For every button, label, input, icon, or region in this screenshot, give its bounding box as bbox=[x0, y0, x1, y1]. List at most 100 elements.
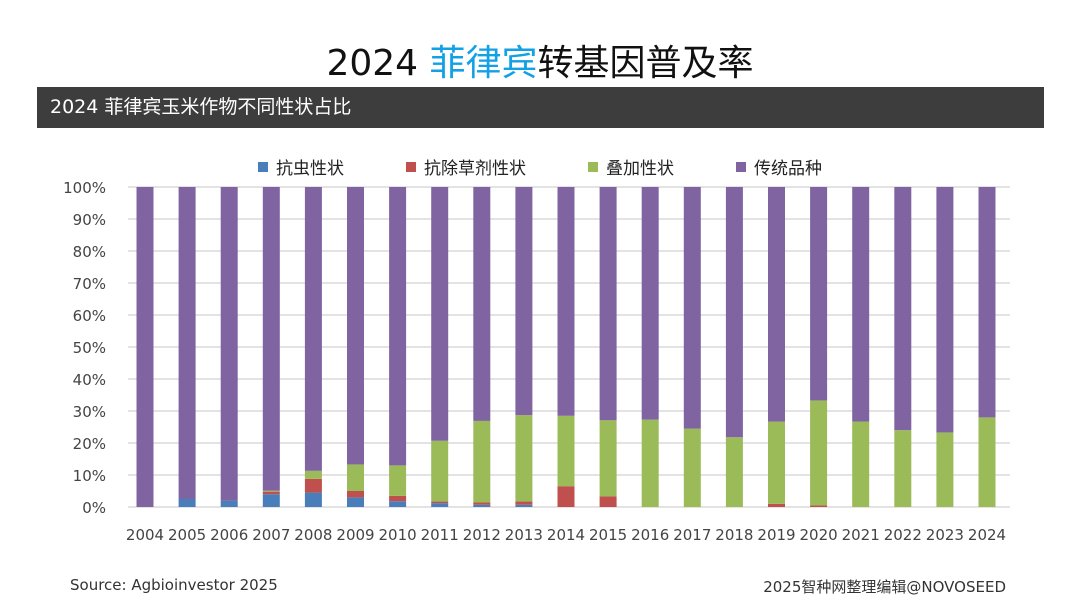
bar-segment bbox=[431, 187, 449, 441]
bar-segment bbox=[389, 495, 407, 502]
bar-segment bbox=[852, 187, 870, 422]
y-tick-label: 50% bbox=[73, 339, 106, 357]
bar-segment bbox=[178, 499, 196, 507]
bar-segment bbox=[599, 420, 617, 497]
bar-segment bbox=[304, 478, 322, 493]
x-tick-label: 2020 bbox=[800, 526, 838, 544]
legend-label: 抗虫性状 bbox=[276, 159, 344, 179]
y-tick-label: 100% bbox=[63, 179, 106, 197]
bar-segment bbox=[515, 501, 533, 505]
bar-segment bbox=[894, 187, 912, 431]
bar-segment bbox=[136, 187, 154, 507]
bar-segment bbox=[431, 503, 449, 507]
bar-segment bbox=[515, 504, 533, 507]
legend-item: 传统品种 bbox=[736, 154, 822, 179]
bar-segment bbox=[473, 187, 491, 421]
bar-segment bbox=[262, 491, 280, 495]
bar-segment bbox=[262, 187, 280, 491]
bar-segment bbox=[473, 420, 491, 503]
x-tick-label: 2018 bbox=[715, 526, 753, 544]
bar-segment bbox=[389, 501, 407, 507]
x-tick-label: 2011 bbox=[421, 526, 459, 544]
legend: 抗虫性状 抗除草剂性状 叠加性状 传统品种 bbox=[0, 154, 1080, 179]
bar-segment bbox=[683, 187, 701, 429]
x-tick-label: 2024 bbox=[968, 526, 1006, 544]
bar-segment bbox=[557, 187, 575, 416]
bar-segment bbox=[262, 490, 280, 492]
title-country: 菲律宾 bbox=[429, 43, 538, 84]
bar-segment bbox=[978, 417, 996, 507]
legend-swatch bbox=[736, 161, 746, 172]
y-tick-label: 90% bbox=[73, 211, 106, 229]
credit-note: 2025智种网整理编辑@NOVOSEED bbox=[763, 578, 1006, 596]
bar-segment bbox=[557, 415, 575, 487]
x-tick-label: 2016 bbox=[631, 526, 669, 544]
y-tick-label: 0% bbox=[82, 499, 106, 517]
bar-segment bbox=[178, 187, 196, 499]
bar-segment bbox=[304, 187, 322, 471]
x-tick-label: 2009 bbox=[336, 526, 374, 544]
bar-segment bbox=[304, 470, 322, 479]
y-tick-label: 20% bbox=[73, 435, 106, 453]
bar-segment bbox=[347, 464, 364, 491]
x-tick-label: 2004 bbox=[126, 526, 164, 544]
bar-segment bbox=[725, 437, 743, 507]
bar-segment bbox=[936, 187, 954, 433]
legend-item: 抗除草剂性状 bbox=[406, 154, 526, 179]
bar-segment bbox=[599, 496, 617, 507]
bar-segment bbox=[852, 421, 870, 507]
bar-segment bbox=[641, 187, 659, 420]
legend-label: 传统品种 bbox=[754, 159, 822, 179]
x-tick-label: 2017 bbox=[673, 526, 711, 544]
x-tick-label: 2021 bbox=[842, 526, 880, 544]
bar-segment bbox=[557, 486, 575, 507]
bar-segment bbox=[978, 187, 996, 418]
bar-segment bbox=[894, 430, 912, 507]
x-tick-label: 2012 bbox=[463, 526, 501, 544]
bar-segment bbox=[473, 502, 491, 505]
x-tick-label: 2010 bbox=[379, 526, 417, 544]
bar-segment bbox=[768, 421, 785, 504]
title-year: 2024 bbox=[326, 43, 430, 84]
page-title: 2024 菲律宾转基因普及率 bbox=[0, 34, 1080, 86]
legend-label: 叠加性状 bbox=[606, 159, 674, 179]
x-tick-label: 2014 bbox=[547, 526, 585, 544]
bar-segment bbox=[431, 440, 449, 502]
bar-segment bbox=[347, 187, 364, 465]
bar-segment bbox=[220, 187, 238, 501]
y-tick-label: 70% bbox=[73, 275, 106, 293]
bar-segment bbox=[515, 187, 533, 416]
x-tick-label: 2019 bbox=[757, 526, 795, 544]
x-tick-label: 2022 bbox=[884, 526, 922, 544]
legend-swatch bbox=[406, 161, 416, 172]
bar-segment bbox=[936, 432, 954, 507]
y-tick-label: 40% bbox=[73, 371, 106, 389]
bar-segment bbox=[683, 428, 701, 507]
x-tick-label: 2005 bbox=[168, 526, 206, 544]
legend-label: 抗除草剂性状 bbox=[424, 159, 526, 179]
bar-segment bbox=[389, 465, 407, 496]
x-tick-label: 2006 bbox=[210, 526, 248, 544]
legend-item: 抗虫性状 bbox=[258, 154, 344, 179]
chart-subtitle-bar: 2024 菲律宾玉米作物不同性状占比 bbox=[37, 87, 1044, 128]
y-tick-label: 10% bbox=[73, 467, 106, 485]
chart-subtitle: 2024 菲律宾玉米作物不同性状占比 bbox=[50, 96, 352, 118]
y-tick-label: 60% bbox=[73, 307, 106, 325]
y-tick-label: 80% bbox=[73, 243, 106, 261]
legend-swatch bbox=[588, 161, 598, 172]
y-tick-label: 30% bbox=[73, 403, 106, 421]
bar-segment bbox=[641, 419, 659, 507]
source-note: Source: Agbioinvestor 2025 bbox=[70, 576, 278, 594]
bar-segment bbox=[768, 503, 785, 507]
legend-item: 叠加性状 bbox=[588, 154, 674, 179]
bar-segment bbox=[810, 505, 828, 507]
chart-panel bbox=[37, 128, 1044, 558]
bar-segment bbox=[389, 187, 407, 466]
bar-segment bbox=[431, 501, 449, 504]
bar-segment bbox=[725, 187, 743, 438]
title-rest: 转基因普及率 bbox=[537, 43, 754, 84]
bar-segment bbox=[220, 500, 238, 507]
x-tick-label: 2013 bbox=[505, 526, 543, 544]
bar-segment bbox=[304, 492, 322, 507]
